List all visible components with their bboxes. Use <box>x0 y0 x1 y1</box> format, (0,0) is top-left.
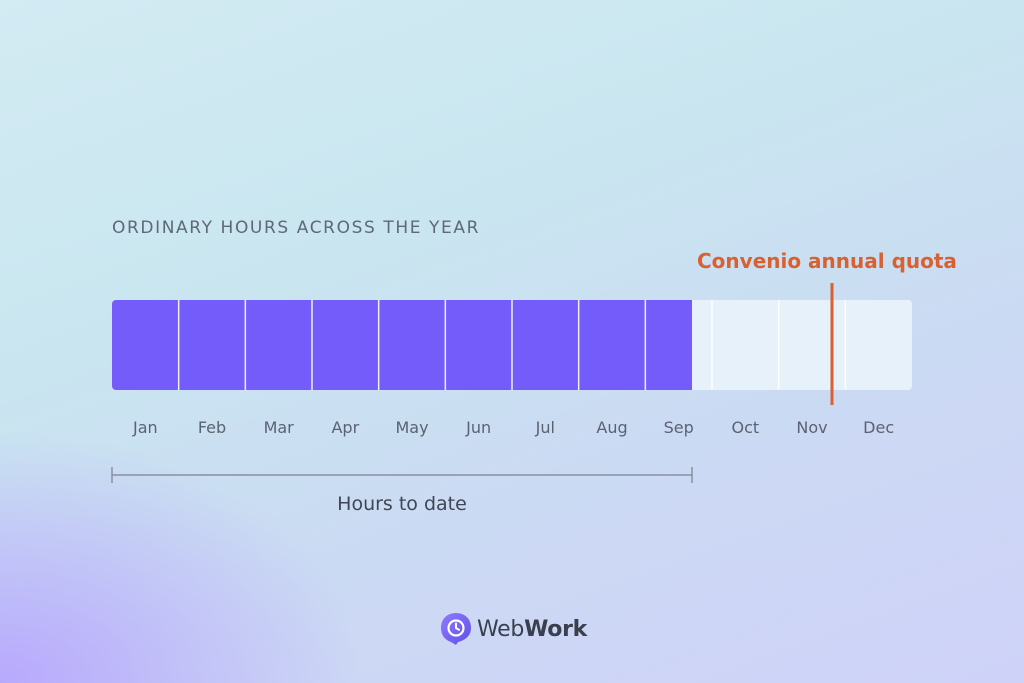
month-label: Sep <box>664 418 694 437</box>
hours-to-date-label: Hours to date <box>337 493 467 515</box>
month-label: May <box>395 418 428 437</box>
month-label: Apr <box>331 418 359 437</box>
month-label: Jun <box>465 418 491 437</box>
month-label: Aug <box>596 418 627 437</box>
clock-logo-icon <box>441 613 471 645</box>
brand-name-bold: Work <box>524 616 587 642</box>
month-label: Jan <box>132 418 158 437</box>
month-label: Mar <box>264 418 295 437</box>
brand-name-light: Web <box>477 616 525 642</box>
hours-to-date-bar <box>112 300 692 390</box>
month-label: Nov <box>796 418 827 437</box>
month-label: Feb <box>198 418 226 437</box>
brand-name: WebWork <box>477 617 587 642</box>
chart-title: ORDINARY HOURS ACROSS THE YEAR <box>112 218 481 238</box>
webwork-logo: WebWork <box>440 612 587 646</box>
month-label: Dec <box>863 418 894 437</box>
quota-label: Convenio annual quota <box>697 249 957 273</box>
month-label: Oct <box>731 418 759 437</box>
month-label: Jul <box>535 418 555 437</box>
